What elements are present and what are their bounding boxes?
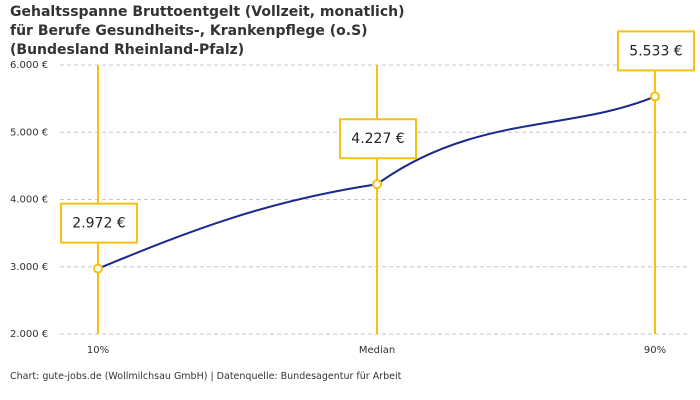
y-tick-label: 2.000 € xyxy=(10,329,48,340)
callout-box xyxy=(339,118,417,160)
x-tick-label: Median xyxy=(359,345,395,356)
callout-box xyxy=(60,202,138,244)
value-label: 4.227 € xyxy=(351,131,404,147)
point xyxy=(650,91,660,102)
y-tick-label: 5.000 € xyxy=(10,127,48,138)
chart-title: Gehaltsspanne Bruttoentgelt (Vollzeit, m… xyxy=(10,4,405,58)
y-tick-label: 6.000 € xyxy=(10,60,48,71)
callout-box xyxy=(617,30,695,72)
value-label: 2.972 € xyxy=(72,216,125,232)
point xyxy=(93,263,103,274)
value-label: 5.533 € xyxy=(629,43,682,59)
x-tick-label: 90% xyxy=(644,345,666,356)
y-tick-label: 3.000 € xyxy=(10,262,48,273)
x-tick-label: 10% xyxy=(87,345,109,356)
point xyxy=(372,179,382,190)
source-note: Chart: gute-jobs.de (Wollmilchsau GmbH) … xyxy=(10,371,402,382)
y-tick-label: 4.000 € xyxy=(10,195,48,206)
